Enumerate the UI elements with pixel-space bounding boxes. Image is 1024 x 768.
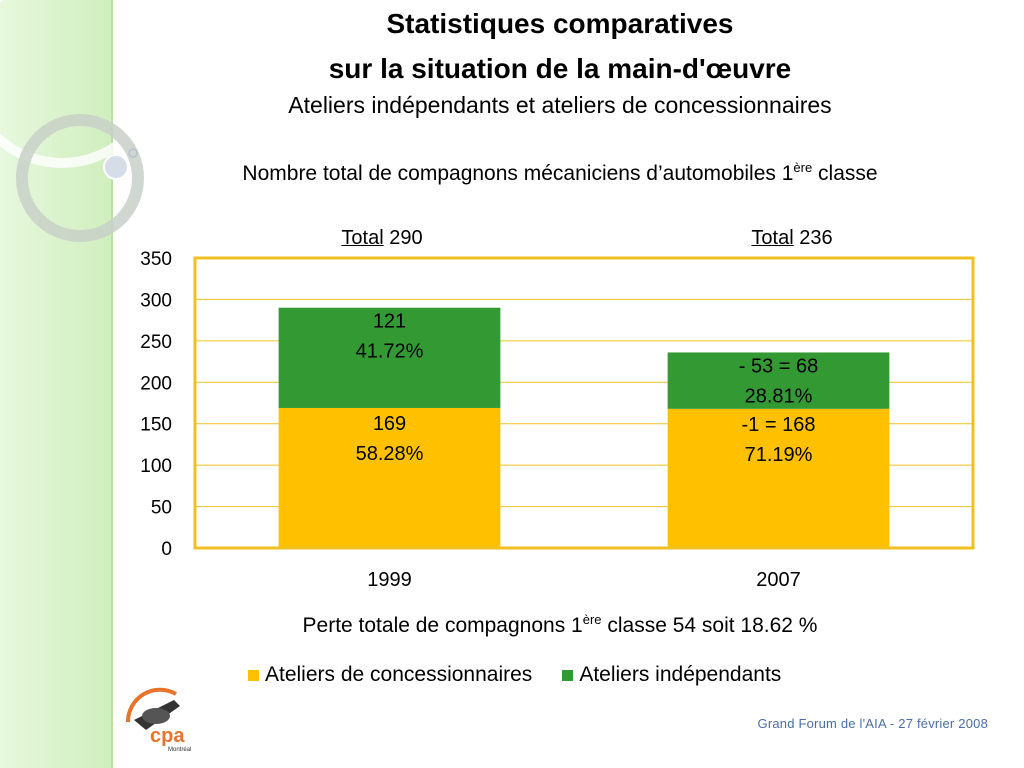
- bar-label-independants: 121: [373, 311, 406, 333]
- x-axis-categories: 1999 2007: [367, 569, 801, 591]
- bar-segment-concessionnaires: [667, 408, 890, 548]
- bar-segment-independants: [278, 307, 501, 408]
- loss-note-main: Perte totale de compagnons 1: [302, 614, 583, 637]
- chart-title-main: Nombre total de compagnons mécaniciens d…: [242, 162, 794, 185]
- legend-label-independants: Ateliers indépendants: [579, 663, 782, 686]
- total-label: Total: [751, 227, 794, 249]
- bar-label-independants: 41.72%: [356, 341, 424, 363]
- logo-subtext: Montréal: [168, 747, 191, 753]
- bar-labels: 169 58.28% 121 41.72% -1 = 168 71.19% - 53 = 6…: [356, 311, 819, 466]
- legend-swatch-independants: [562, 669, 574, 681]
- bar-label-independants: 28.81%: [745, 385, 813, 407]
- loss-note-sup: ère: [582, 612, 602, 627]
- loss-note-end: classe 54 soit 18.62 %: [601, 614, 818, 637]
- bar-label-concessionnaires: 169: [373, 413, 406, 435]
- total-value: 236: [799, 227, 833, 249]
- y-tick-label: 100: [140, 456, 172, 477]
- slide-title-line2: sur la situation de la main-d'œuvre: [328, 53, 792, 84]
- legend-item-independants: Ateliers indépendants: [562, 662, 781, 688]
- total-1999: Total 290: [272, 226, 492, 250]
- legend-label-concessionnaires: Ateliers de concessionnaires: [265, 663, 533, 686]
- y-tick-label: 250: [140, 332, 172, 353]
- chart-title-end: classe: [812, 162, 878, 185]
- bars: [278, 307, 890, 548]
- x-category-label: 1999: [367, 569, 412, 591]
- y-axis-ticks: 0 50 100 150 200 250 300 350: [140, 249, 172, 560]
- slide-subtitle: Ateliers indépendants et ateliers de con…: [288, 92, 832, 118]
- chart-legend: Ateliers de concessionnaires Ateliers in…: [248, 662, 811, 688]
- plot-frame: [193, 256, 975, 550]
- bar-label-independants: - 53 = 68: [739, 355, 819, 377]
- bar-label-concessionnaires: 58.28%: [356, 443, 424, 465]
- total-label: Total: [341, 227, 384, 249]
- decorative-rings: [0, 0, 160, 242]
- y-tick-label: 0: [161, 539, 172, 560]
- legend-swatch-concessionnaires: [248, 669, 259, 681]
- y-tick-label: 200: [140, 373, 172, 394]
- bar-label-concessionnaires: 71.19%: [745, 444, 813, 466]
- y-tick-label: 150: [140, 415, 172, 436]
- y-tick-label: 300: [140, 290, 172, 311]
- y-tick-label: 350: [140, 249, 172, 270]
- legend-item-concessionnaires: Ateliers de concessionnaires: [248, 662, 532, 688]
- total-2007: Total 236: [682, 226, 902, 250]
- total-value: 290: [389, 227, 423, 249]
- logo-text: cpa: [150, 725, 185, 747]
- chart-title-sup: ère: [793, 160, 813, 175]
- x-category-label: 2007: [756, 569, 801, 591]
- bar-segment-independants: [667, 352, 890, 409]
- chart-title: Nombre total de compagnons mécaniciens d…: [120, 161, 1000, 187]
- cpa-logo: cpa Montréal: [125, 687, 191, 753]
- bar-segment-concessionnaires: [278, 407, 501, 548]
- bar-label-concessionnaires: -1 = 168: [742, 414, 816, 436]
- slide-title-line1: Statistiques comparatives: [386, 8, 734, 39]
- y-tick-label: 50: [151, 498, 172, 519]
- loss-note: Perte totale de compagnons 1ère classe 5…: [120, 613, 1000, 639]
- footer-text: Grand Forum de l'AIA - 27 février 2008: [757, 716, 988, 731]
